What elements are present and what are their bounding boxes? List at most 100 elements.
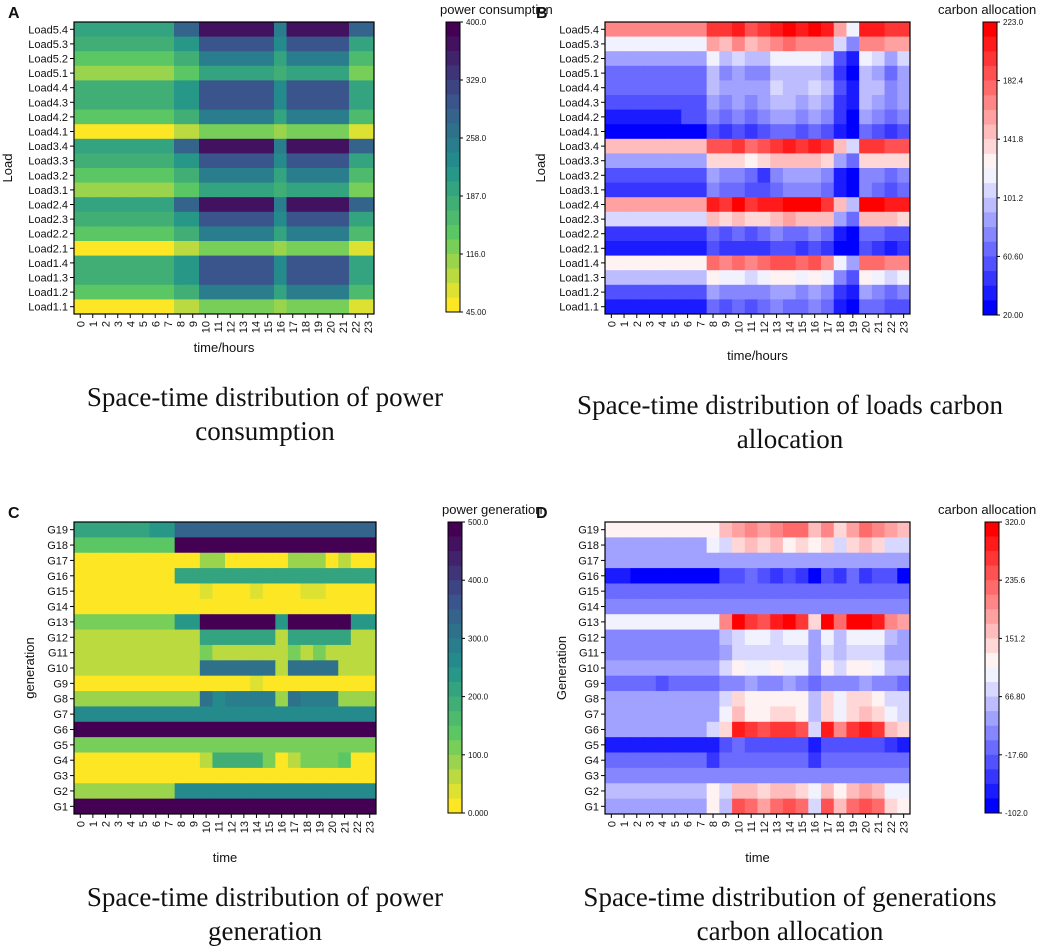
heatmap-cell-c (350, 598, 364, 615)
heatmap-cell-a (186, 80, 200, 96)
x-tick-label-b: 10 (733, 321, 745, 333)
heatmap-cell-b (871, 36, 885, 52)
heatmap-cell-c (212, 568, 226, 584)
colorbar-band-b (983, 168, 997, 184)
heatmap-cell-b (821, 36, 835, 52)
heatmap-cell-c (199, 614, 213, 630)
heatmap-cell-a (274, 36, 287, 52)
heatmap-cell-b (706, 80, 720, 96)
heatmap-cell-d (693, 675, 708, 692)
heatmap-cell-d (757, 691, 771, 707)
y-tick-label-a: Load3.4 (28, 141, 68, 153)
heatmap-cell-a (124, 168, 137, 183)
colorbar-band-d (985, 551, 999, 567)
heatmap-cell-d (719, 721, 733, 738)
heatmap-cell-d (782, 583, 797, 600)
heatmap-cell-c (136, 568, 150, 584)
heatmap-cell-d (693, 629, 708, 646)
y-tick-label-d: G8 (584, 694, 599, 706)
x-tick-label-a: 12 (225, 321, 237, 333)
y-tick-label-a: Load2.3 (28, 214, 68, 226)
heatmap-cell-d (744, 568, 758, 584)
heatmap-cell-a (299, 51, 312, 67)
heatmap-cell-c (275, 598, 289, 615)
heatmap-cell-a (311, 226, 325, 242)
heatmap-cell-b (884, 211, 898, 227)
heatmap-cell-c (225, 737, 238, 753)
heatmap-cell-d (884, 598, 898, 615)
heatmap-cell-b (693, 299, 708, 315)
heatmap-cell-b (706, 22, 720, 37)
heatmap-cell-a (149, 65, 162, 81)
y-tick-label-a: Load5.3 (28, 39, 68, 51)
heatmap-cell-d (693, 583, 708, 600)
heatmap-cell-c (325, 660, 339, 677)
heatmap-cell-c (74, 767, 87, 784)
heatmap-cell-d (655, 644, 669, 661)
heatmap-cell-a (336, 284, 350, 300)
heatmap-cell-b (732, 226, 746, 242)
heatmap-cell-b (706, 226, 720, 242)
heatmap-cell-c (199, 783, 213, 800)
heatmap-cell-d (681, 691, 695, 707)
heatmap-cell-c (350, 660, 364, 677)
heatmap-cell-d (833, 675, 847, 692)
heatmap-cell-a (124, 211, 137, 227)
heatmap-cell-d (897, 598, 911, 615)
heatmap-cell-c (162, 614, 176, 630)
y-tick-label-b: Load5.3 (559, 39, 599, 51)
x-tick-label-b: 9 (721, 321, 733, 327)
heatmap-cell-a (336, 138, 350, 154)
heatmap-cell-a (349, 124, 362, 140)
heatmap-cell-c (86, 614, 100, 630)
x-tick-label-a: 11 (213, 321, 225, 332)
heatmap-cell-b (719, 226, 733, 242)
heatmap-cell-a (149, 270, 162, 286)
heatmap-cell-c (111, 522, 125, 538)
colorbar-tick-label-b: 223.0 (1003, 18, 1024, 27)
heatmap-cell-a (174, 284, 187, 300)
heatmap-cell-d (871, 706, 885, 723)
heatmap-cell-d (744, 737, 758, 753)
heatmap-cell-c (187, 737, 201, 753)
heatmap-cell-b (770, 80, 784, 96)
heatmap-cell-a (361, 153, 375, 169)
heatmap-cell-d (757, 706, 771, 723)
heatmap-cell-d (706, 522, 720, 538)
heatmap-cell-c (325, 783, 339, 800)
heatmap-cell-d (732, 783, 746, 800)
heatmap-cell-d (757, 675, 771, 692)
heatmap-cell-a (161, 109, 175, 125)
heatmap-cell-b (757, 299, 771, 315)
heatmap-cell-a (349, 65, 362, 81)
x-tick-label-c: 0 (75, 821, 87, 827)
heatmap-cell-d (643, 614, 657, 630)
heatmap-cell-a (274, 197, 287, 213)
heatmap-cell-b (630, 270, 644, 286)
heatmap-cell-c (325, 644, 339, 661)
heatmap-cell-d (833, 691, 847, 707)
heatmap-cell-d (668, 614, 682, 630)
heatmap-cell-c (225, 767, 238, 784)
heatmap-cell-b (884, 226, 898, 242)
heatmap-cell-b (782, 168, 797, 183)
heatmap-cell-a (199, 226, 212, 242)
heatmap-cell-d (808, 644, 822, 661)
heatmap-cell-d (744, 798, 758, 815)
colorbar-tick-label-a: 258.0 (466, 134, 487, 143)
y-tick-label-d: G1 (584, 801, 599, 813)
heatmap-cell-c (86, 767, 100, 784)
heatmap-cell-c (111, 675, 125, 692)
heatmap-cell-c (325, 537, 339, 554)
heatmap-cell-c (174, 522, 188, 538)
heatmap-cell-d (808, 660, 822, 677)
colorbar-band-c (448, 536, 462, 552)
heatmap-cell-a (136, 168, 150, 183)
heatmap-cell-c (338, 552, 352, 569)
x-tick-label-d: 15 (797, 821, 809, 833)
heatmap-cell-c (74, 644, 87, 661)
heatmap-cell-c (99, 660, 113, 677)
heatmap-cell-c (262, 583, 276, 600)
heatmap-cell-b (693, 226, 708, 242)
heatmap-cell-a (199, 211, 212, 227)
